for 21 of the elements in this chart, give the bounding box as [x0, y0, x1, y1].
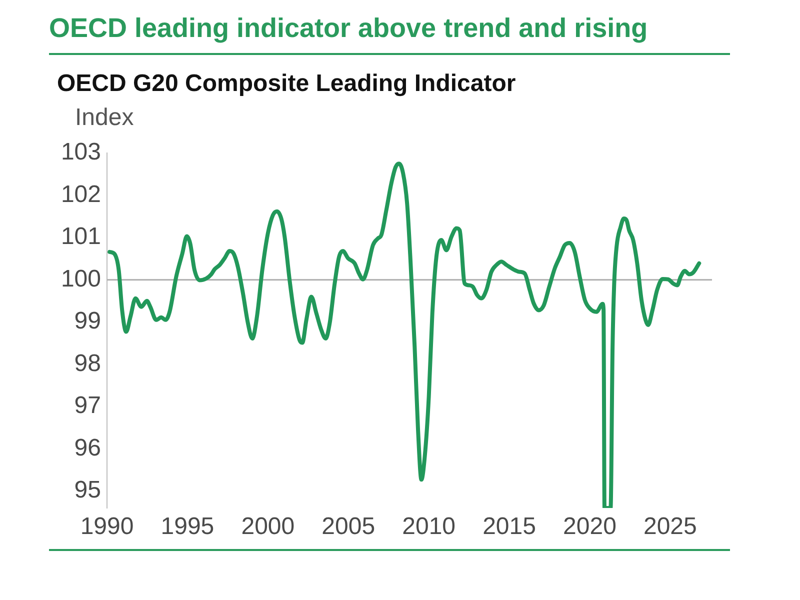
x-tick-label: 2000 [241, 513, 295, 540]
y-axis-title: Index [75, 104, 134, 132]
x-tick-label: 2020 [563, 513, 616, 540]
chart-subtitle: OECD G20 Composite Leading Indicator [57, 70, 516, 98]
x-tick-label: 2005 [322, 513, 376, 540]
x-tick-label: 2010 [402, 513, 456, 540]
y-tick-label: 95 [74, 476, 101, 504]
y-tick-label: 102 [60, 180, 101, 208]
line-series [108, 162, 702, 508]
y-tick-label: 97 [74, 392, 101, 420]
y-tick-label: 103 [60, 138, 101, 166]
x-tick-label: 2015 [482, 513, 536, 540]
y-tick-label: 99 [74, 308, 101, 335]
y-tick-label: 98 [74, 350, 101, 377]
y-tick-label: 96 [74, 434, 101, 462]
y-tick-label: 101 [60, 223, 101, 250]
chart-title: OECD leading indicator above trend and rising [49, 13, 648, 44]
x-tick-label: 1995 [160, 513, 214, 540]
y-tick-label: 100 [60, 265, 101, 292]
x-tick-label: 1990 [80, 513, 134, 540]
x-tick-label: 2025 [643, 513, 697, 540]
